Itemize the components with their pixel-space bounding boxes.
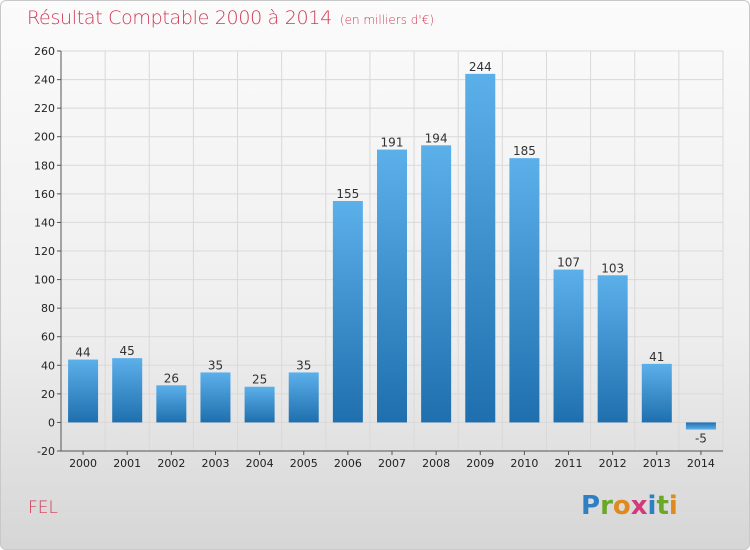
data-label: 185 bbox=[513, 144, 536, 158]
logo-letter: i bbox=[647, 491, 657, 521]
data-label: 35 bbox=[208, 358, 223, 372]
y-tick-label: 200 bbox=[34, 131, 55, 144]
bar bbox=[509, 158, 540, 423]
logo-letter: t bbox=[656, 491, 669, 521]
x-tick-label: 2008 bbox=[422, 457, 450, 470]
x-tick-label: 2002 bbox=[157, 457, 185, 470]
x-tick-label: 2013 bbox=[643, 457, 671, 470]
logo-letter: r bbox=[600, 491, 613, 521]
bar bbox=[553, 269, 584, 423]
data-label: 155 bbox=[336, 187, 359, 201]
bar bbox=[641, 363, 672, 423]
x-tick-label: 2006 bbox=[334, 457, 362, 470]
logo-letter: i bbox=[668, 491, 678, 521]
y-tick-label: 100 bbox=[34, 274, 55, 287]
x-tick-label: 2004 bbox=[246, 457, 274, 470]
data-label: 194 bbox=[425, 131, 448, 145]
data-label: -5 bbox=[695, 432, 707, 446]
chart-title: Résultat Comptable 2000 à 2014 bbox=[27, 7, 332, 29]
proxiti-logo: Proxiti bbox=[581, 491, 678, 521]
logo-letter: P bbox=[581, 491, 601, 521]
data-label: 103 bbox=[601, 261, 624, 275]
bar bbox=[421, 145, 452, 423]
data-label: 191 bbox=[381, 136, 404, 150]
logo-letter: x bbox=[630, 491, 648, 521]
y-tick-label: 140 bbox=[34, 216, 55, 229]
bar bbox=[332, 201, 363, 423]
axes: -20 0 20 40 60 80 100 120 140 160 180 200 220 240 260 2… bbox=[34, 45, 723, 470]
bar bbox=[377, 149, 407, 423]
data-label: 107 bbox=[557, 256, 580, 270]
data-labels: 44 45 26 35 25 35 155 191 194 244 185 107 103 41 -5 bbox=[75, 60, 706, 446]
bar bbox=[112, 358, 143, 423]
x-tick-label: 2007 bbox=[378, 457, 406, 470]
y-tick-label: 20 bbox=[41, 388, 55, 401]
x-tick-label: 2000 bbox=[69, 457, 97, 470]
bar bbox=[288, 372, 319, 423]
logo-letter: o bbox=[612, 491, 631, 521]
y-tick-label: 180 bbox=[34, 159, 55, 172]
data-label: 26 bbox=[164, 371, 179, 385]
x-tick-label: 2014 bbox=[687, 457, 715, 470]
data-label: 41 bbox=[649, 350, 664, 364]
data-label: 44 bbox=[75, 346, 90, 360]
x-tick-label: 2009 bbox=[466, 457, 494, 470]
y-tick-label: 240 bbox=[34, 74, 55, 87]
y-tick-label: 220 bbox=[34, 102, 55, 115]
bar bbox=[156, 385, 187, 423]
chart-subtitle: (en milliers d'€) bbox=[339, 13, 435, 27]
y-tick-label: 60 bbox=[41, 331, 55, 344]
x-tick-label: 2003 bbox=[201, 457, 229, 470]
y-tick-label: -20 bbox=[37, 445, 55, 458]
data-label: 244 bbox=[469, 60, 492, 74]
x-tick-label: 2012 bbox=[599, 457, 627, 470]
x-tick-label: 2005 bbox=[290, 457, 318, 470]
y-tick-label: 120 bbox=[34, 245, 55, 258]
x-tick-label: 2011 bbox=[555, 457, 583, 470]
bar bbox=[68, 359, 99, 423]
x-tick-label: 2001 bbox=[113, 457, 141, 470]
y-tick-label: 80 bbox=[41, 302, 55, 315]
y-tick-label: 260 bbox=[34, 45, 55, 58]
data-label: 35 bbox=[296, 358, 311, 372]
bar bbox=[200, 372, 231, 423]
bar bbox=[465, 73, 496, 423]
y-tick-label: 40 bbox=[41, 359, 55, 372]
commune-name: FEL bbox=[28, 498, 58, 518]
x-tick-label: 2010 bbox=[510, 457, 538, 470]
data-label: 25 bbox=[252, 373, 267, 387]
bar bbox=[597, 275, 628, 423]
bars bbox=[68, 73, 716, 430]
y-tick-label: 0 bbox=[48, 416, 55, 429]
bar bbox=[244, 386, 275, 423]
chart-title-block: Résultat Comptable 2000 à 2014 (en millie… bbox=[27, 7, 434, 29]
bar bbox=[685, 422, 716, 430]
data-label: 45 bbox=[120, 344, 135, 358]
y-tick-label: 160 bbox=[34, 188, 55, 201]
